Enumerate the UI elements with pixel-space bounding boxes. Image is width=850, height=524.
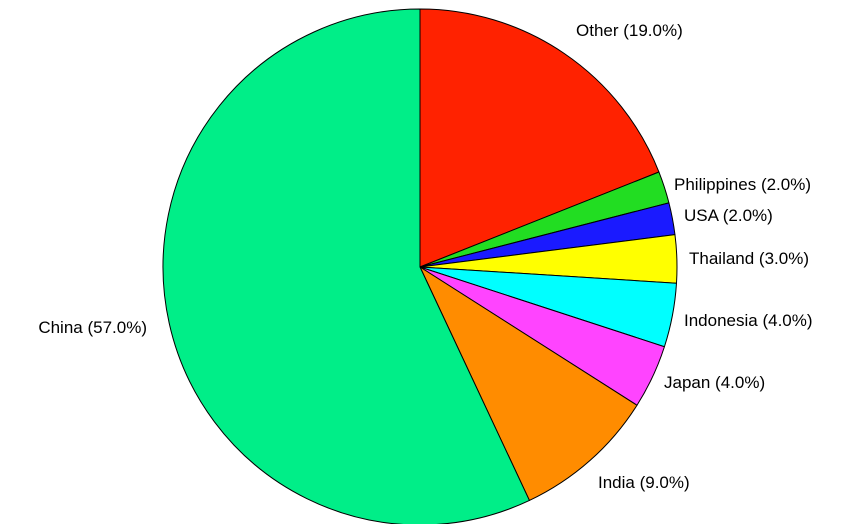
pie-slice-india: [419, 266, 638, 501]
pie-labels: Other (19.0%) Philippines (2.0%) USA (2.0%…: [38, 21, 812, 492]
slice-label-usa: USA (2.0%): [684, 206, 773, 225]
slice-label-japan: Japan (4.0%): [664, 373, 765, 392]
slice-label-china: China (57.0%): [38, 318, 147, 337]
slice-label-india: India (9.0%): [598, 473, 690, 492]
slice-label-thailand: Thailand (3.0%): [689, 249, 809, 268]
pie-slice-other: [419, 8, 660, 268]
slice-label-philippines: Philippines (2.0%): [674, 175, 811, 194]
slice-label-indonesia: Indonesia (4.0%): [684, 311, 813, 330]
slice-label-other: Other (19.0%): [576, 21, 683, 40]
pie-slices: [162, 8, 678, 524]
